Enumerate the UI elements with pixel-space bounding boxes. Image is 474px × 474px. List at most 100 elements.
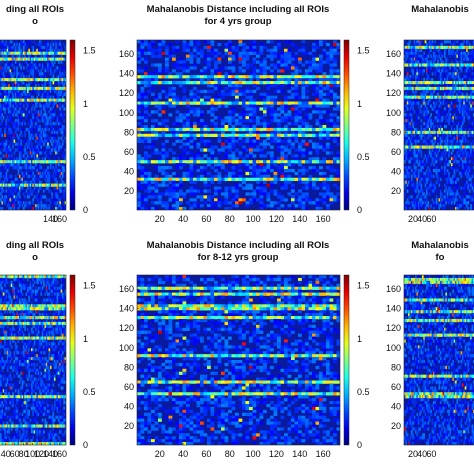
heatmap-cell xyxy=(55,104,57,108)
heatmap-cell xyxy=(193,48,197,53)
heatmap-cell xyxy=(57,119,60,123)
heatmap-cell xyxy=(464,57,467,61)
heatmap-cell xyxy=(305,60,309,64)
heatmap-cell xyxy=(224,42,229,47)
heatmap-cell xyxy=(9,89,12,94)
heatmap-cell xyxy=(12,51,14,55)
heatmap-cell xyxy=(423,116,425,120)
heatmap-cell xyxy=(426,72,428,76)
heatmap-cell xyxy=(20,157,22,161)
heatmap-cell xyxy=(189,157,194,161)
heatmap-cell xyxy=(24,166,26,170)
heatmap-cell xyxy=(207,171,211,176)
heatmap-cell xyxy=(179,83,183,88)
heatmap-cell xyxy=(413,57,416,61)
heatmap-cell xyxy=(60,160,63,164)
heatmap-cell xyxy=(217,160,222,164)
heatmap-cell xyxy=(35,42,37,47)
heatmap-cell xyxy=(186,145,190,149)
heatmap-cell xyxy=(467,72,470,76)
heatmap-cell xyxy=(25,95,28,99)
heatmap-cell xyxy=(27,163,29,167)
heatmap-cell xyxy=(182,171,187,176)
heatmap-cell xyxy=(426,54,428,58)
heatmap-cell xyxy=(329,119,334,123)
heatmap-cell xyxy=(53,168,56,173)
heatmap-cell xyxy=(446,40,449,44)
heatmap-cell xyxy=(196,195,201,199)
heatmap-cell xyxy=(0,163,2,167)
heatmap-cell xyxy=(55,195,57,199)
heatmap-cell xyxy=(259,72,264,76)
heatmap-cell xyxy=(52,127,55,132)
heatmap-cell xyxy=(196,142,201,146)
heatmap-cell xyxy=(326,83,330,88)
heatmap-cell xyxy=(33,157,36,161)
heatmap-cell xyxy=(182,101,187,105)
heatmap-cell xyxy=(412,101,414,105)
heatmap-cell xyxy=(301,86,306,91)
heatmap-cell xyxy=(4,166,6,170)
heatmap-cell xyxy=(27,192,29,196)
heatmap-cell xyxy=(33,186,36,190)
heatmap-cell xyxy=(207,78,211,82)
heatmap-cell xyxy=(439,95,442,99)
heatmap-cell xyxy=(27,151,29,155)
heatmap-cell xyxy=(9,104,12,108)
heatmap-cell xyxy=(14,95,17,99)
heatmap-cell xyxy=(419,48,421,53)
heatmap-cell xyxy=(61,163,64,167)
heatmap-cell xyxy=(235,89,239,94)
heatmap-cell xyxy=(319,57,323,61)
heatmap-cell xyxy=(301,198,306,202)
heatmap-cell xyxy=(470,95,472,99)
heatmap-cell xyxy=(315,63,320,67)
heatmap-cell xyxy=(228,92,232,96)
heatmap-cell xyxy=(22,207,25,210)
heatmap-cell xyxy=(144,104,148,108)
heatmap-cell xyxy=(31,45,33,50)
heatmap-cell xyxy=(446,119,449,123)
heatmap-cell xyxy=(430,113,432,117)
heatmap-cell xyxy=(245,63,250,67)
heatmap-cell xyxy=(37,54,40,58)
heatmap-cell xyxy=(203,166,208,170)
heatmap-cell xyxy=(468,86,471,91)
heatmap-cell xyxy=(175,81,180,85)
heatmap-cell xyxy=(329,151,334,155)
heatmap-cell xyxy=(52,81,55,85)
heatmap-cell xyxy=(196,110,201,114)
heatmap-cell xyxy=(249,78,253,82)
heatmap-cell xyxy=(18,157,21,161)
heatmap-cell xyxy=(137,186,141,190)
heatmap-cell xyxy=(467,110,470,114)
heatmap-cell xyxy=(266,86,271,91)
heatmap-cell xyxy=(17,192,20,196)
heatmap-cell xyxy=(49,127,52,132)
heatmap-cell xyxy=(179,75,183,79)
heatmap-cell xyxy=(421,45,424,50)
heatmap-cell xyxy=(10,75,13,79)
heatmap-cell xyxy=(420,42,423,47)
heatmap-cell xyxy=(59,72,61,76)
heatmap-cell xyxy=(441,95,443,99)
heatmap-cell xyxy=(472,107,474,111)
heatmap-cell xyxy=(312,160,316,164)
heatmap-cell xyxy=(336,171,340,176)
heatmap-cell xyxy=(49,57,52,61)
heatmap-cell xyxy=(48,160,51,164)
heatmap-cell xyxy=(29,51,32,55)
heatmap-cell xyxy=(55,171,57,176)
heatmap-cell xyxy=(182,127,187,132)
heatmap-cell xyxy=(441,101,443,105)
heatmap-cell xyxy=(287,180,292,184)
heatmap-cell xyxy=(410,45,413,50)
heatmap-cell xyxy=(242,48,246,53)
heatmap-cell xyxy=(196,113,201,117)
heatmap-cell xyxy=(326,160,330,164)
heatmap-cell xyxy=(256,189,260,193)
heatmap-cell xyxy=(17,57,20,61)
heatmap-cell xyxy=(158,122,162,126)
heatmap-cell xyxy=(55,145,57,149)
heatmap-cell xyxy=(13,198,16,202)
